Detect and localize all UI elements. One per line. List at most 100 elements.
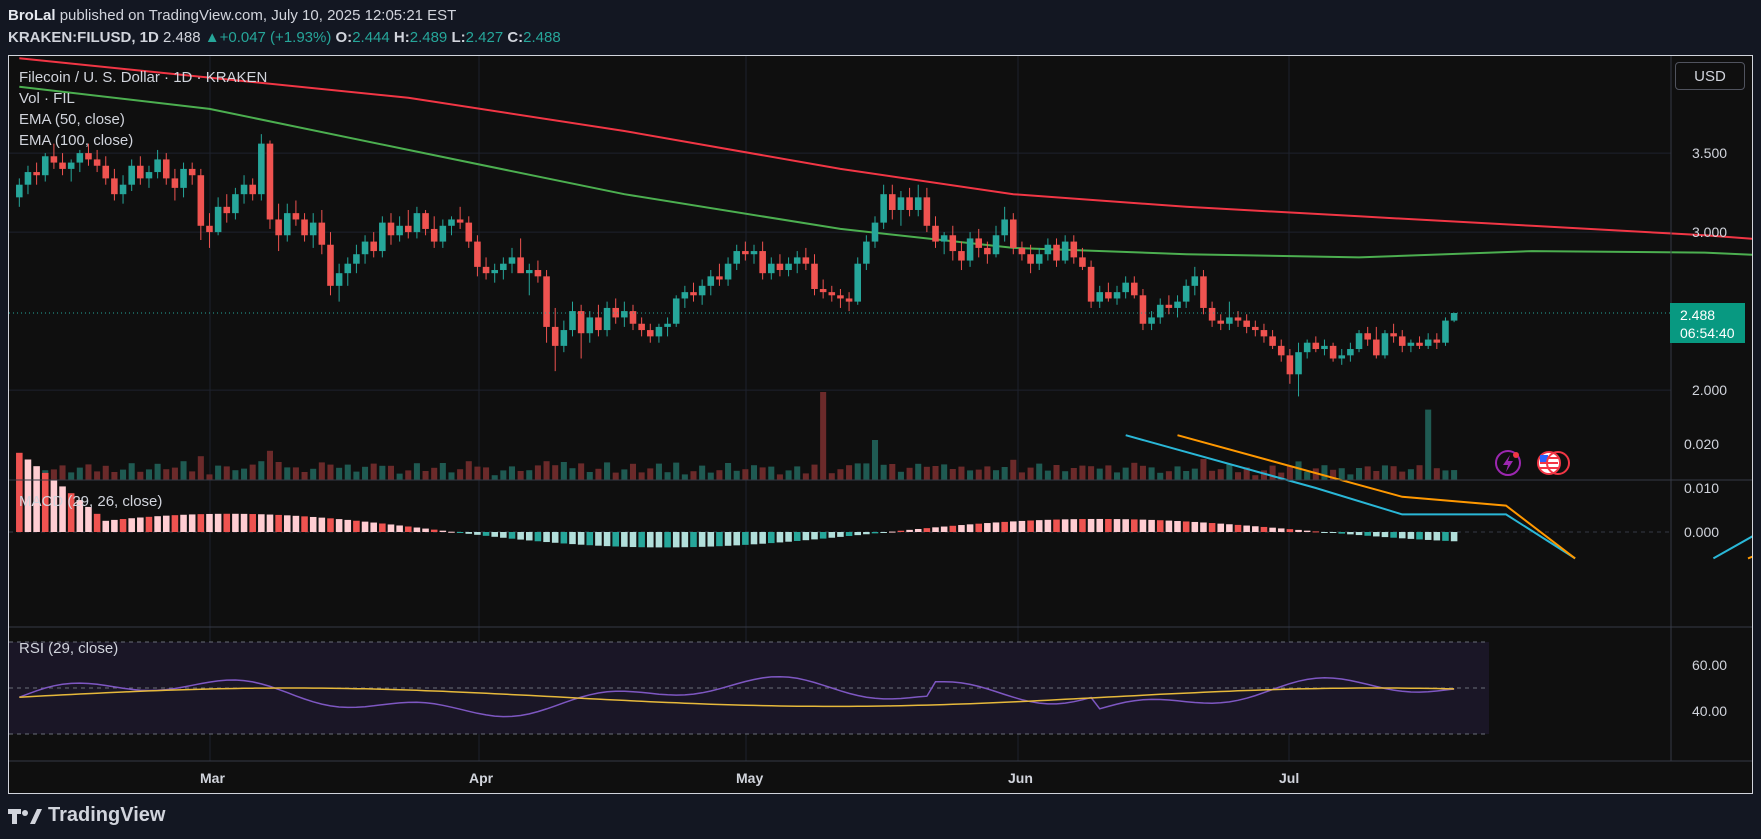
macd-histogram-bar	[914, 528, 922, 532]
author-name[interactable]: BroLal	[8, 7, 56, 24]
macd-histogram-bar	[1226, 524, 1233, 532]
volume-bar	[1105, 465, 1112, 480]
chart-canvas[interactable]: 3.500 3.000 2.000 Mar Apr May Jun Jul 0.020 0.010…	[9, 56, 1752, 793]
candle-body	[370, 241, 377, 252]
candle-body	[1338, 355, 1346, 359]
macd-histogram-bar	[318, 517, 326, 532]
macd-tick-label: 0.020	[1684, 436, 1719, 452]
macd-histogram-bar	[482, 532, 490, 536]
candle-body	[698, 285, 706, 296]
volume-bar	[897, 471, 904, 480]
volume-bar	[725, 463, 732, 480]
candle-body	[353, 254, 360, 264]
candle-body	[1373, 339, 1380, 356]
macd-histogram-bar	[621, 532, 628, 547]
macd-histogram-bar	[102, 520, 110, 532]
price-change: +0.047 (+1.93%)	[219, 29, 332, 46]
volume-bar	[1226, 464, 1233, 480]
macd-histogram-bar	[50, 479, 58, 532]
macd-histogram-bar	[1398, 532, 1406, 539]
volume-bar	[1356, 468, 1363, 480]
candle-body	[811, 263, 818, 289]
macd-tick-label: 0.010	[1684, 480, 1719, 496]
candle-body	[897, 197, 905, 210]
candle-body	[292, 213, 300, 220]
volume-bar	[1269, 465, 1276, 480]
candle-body	[1044, 244, 1052, 255]
volume-bar	[941, 464, 948, 480]
candle-body	[197, 175, 205, 226]
macd-histogram-bar	[1200, 522, 1207, 532]
candle-body	[949, 235, 957, 252]
candle-body	[1217, 320, 1225, 324]
volume-bar	[1407, 469, 1414, 480]
macd-histogram-bar	[1096, 518, 1104, 532]
macd-histogram-bar	[491, 532, 498, 537]
volume-bar	[1018, 472, 1025, 480]
candle-body	[1260, 330, 1268, 337]
rsi-line	[19, 675, 1455, 718]
macd-histogram-bar	[1303, 530, 1311, 532]
candle-body	[1433, 339, 1441, 343]
volume-bar	[241, 468, 248, 480]
candle-body	[223, 206, 231, 214]
candle-body	[491, 270, 498, 274]
tradingview-logo[interactable]: TradingView	[8, 804, 165, 827]
candle-body	[966, 238, 974, 261]
currency-button[interactable]: USD	[1675, 62, 1745, 90]
volume-bar	[387, 465, 395, 480]
volume-bar	[837, 469, 844, 480]
macd-histogram-bar	[128, 518, 135, 532]
candle-body	[1347, 349, 1354, 356]
macd-histogram-bar	[232, 513, 239, 532]
candle-body	[889, 194, 896, 210]
candle-body	[1226, 317, 1233, 324]
volume-bar	[906, 467, 913, 480]
close-value: 2.488	[523, 29, 561, 46]
candle-body	[93, 159, 101, 166]
volume-bar	[975, 469, 982, 480]
candle-body	[162, 159, 170, 179]
macd-histogram-bar	[1001, 521, 1008, 532]
macd-histogram-bar	[413, 527, 421, 532]
macd-histogram-bar	[387, 524, 395, 532]
us-flag-icon-2[interactable]	[1546, 451, 1570, 475]
candle-body	[1442, 320, 1449, 343]
rsi-pane[interactable]	[9, 641, 1489, 735]
candle-body	[690, 292, 697, 296]
chart-frame[interactable]: 3.500 3.000 2.000 Mar Apr May Jun Jul 0.020 0.010…	[8, 55, 1753, 794]
candle-body	[1070, 241, 1078, 258]
volume-bar	[1252, 475, 1259, 480]
high-value: 2.489	[409, 29, 448, 46]
volume-bar	[491, 475, 498, 480]
candle-body	[828, 292, 836, 296]
candle-body	[404, 225, 412, 233]
macd-histogram-bar	[612, 532, 619, 547]
macd-histogram-bar	[137, 517, 144, 532]
lightning-icon[interactable]	[1495, 450, 1521, 476]
macd-histogram-bar	[958, 525, 965, 532]
candle-body	[430, 228, 438, 242]
volume-bar	[1122, 467, 1129, 480]
volume-bar	[120, 469, 127, 480]
candle-body	[439, 225, 447, 242]
macd-histogram-bar	[292, 515, 300, 532]
macd-pane[interactable]	[9, 434, 1752, 560]
volume-bar	[1442, 470, 1449, 480]
macd-histogram-bar	[1165, 520, 1173, 532]
volume-bar	[1088, 466, 1095, 480]
candle-body	[1381, 333, 1389, 356]
volume-bar	[1113, 472, 1121, 480]
candle-body	[724, 263, 732, 280]
macd-histogram-bar	[309, 516, 317, 532]
candle-body	[534, 270, 542, 277]
brand-name: TradingView	[48, 804, 166, 826]
volume-bar	[1304, 471, 1311, 480]
volume-bar	[1200, 459, 1207, 480]
candle-body	[1165, 304, 1173, 308]
last-price: 2.488	[163, 29, 201, 46]
macd-histogram-bar	[1122, 519, 1129, 532]
volume-bar	[967, 470, 974, 480]
volume-bar	[1390, 466, 1397, 480]
candle-body	[1105, 292, 1112, 299]
